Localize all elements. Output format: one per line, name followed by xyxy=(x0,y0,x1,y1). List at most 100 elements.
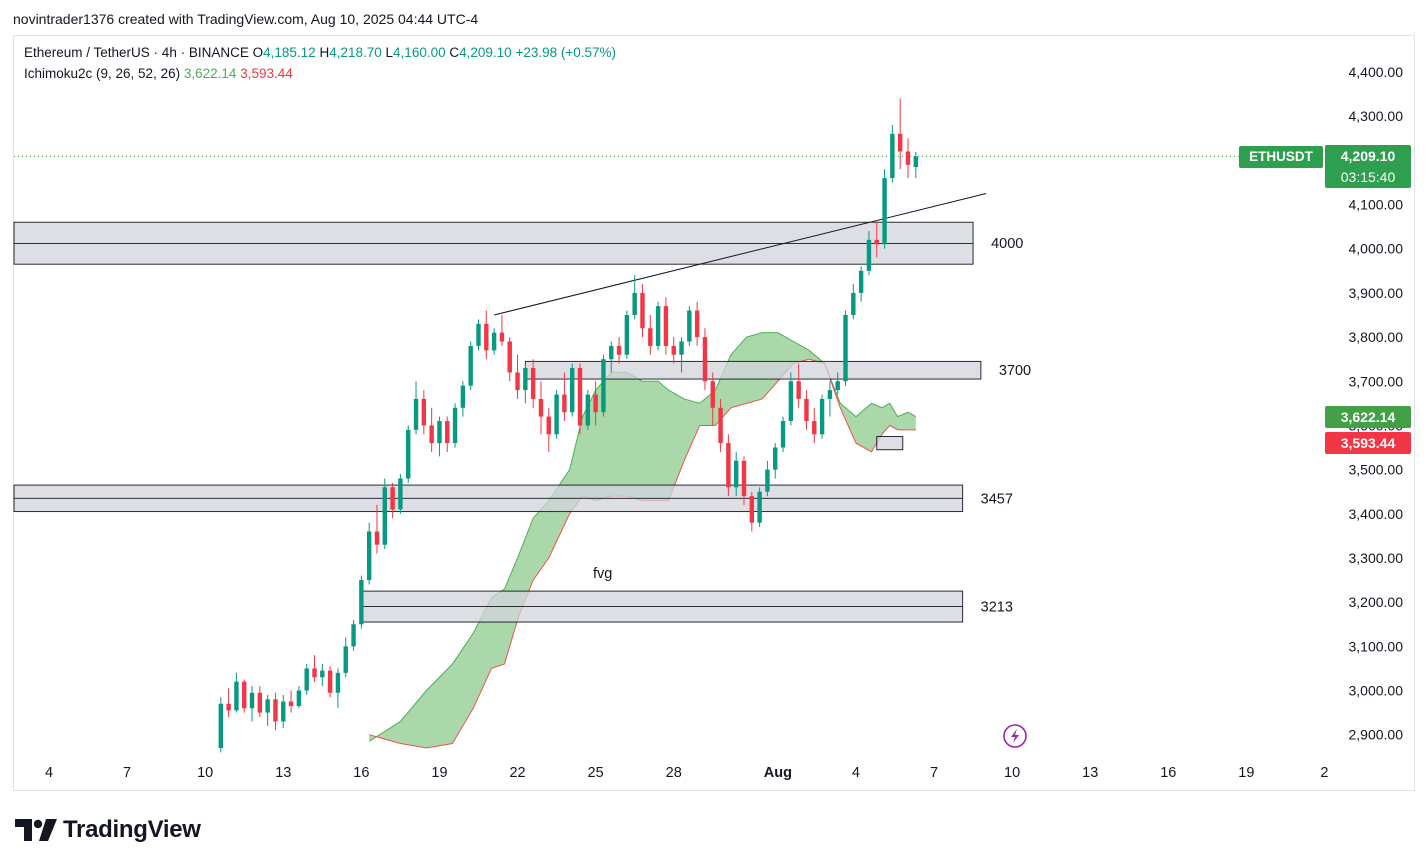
candle xyxy=(257,686,263,718)
candle xyxy=(499,314,505,346)
candle xyxy=(249,686,255,722)
candle xyxy=(718,398,723,452)
time-axis: 4 7 10 13 16 19 22 25 28 Aug 4 7 10 13 16 19 2 xyxy=(45,765,1329,781)
close-value: 4,209.10 xyxy=(459,45,512,60)
candle xyxy=(515,354,520,399)
candle xyxy=(671,337,676,364)
indicator-legend: Ichimoku2c (9, 26, 52, 26) 3,622.14 3,59… xyxy=(24,66,293,81)
candle xyxy=(749,491,755,532)
candle xyxy=(827,381,833,417)
candle xyxy=(897,98,903,170)
price-tick-label: 3,800.00 xyxy=(1349,329,1404,345)
time-tick-label: 16 xyxy=(1160,765,1176,781)
candle xyxy=(843,310,848,386)
candle xyxy=(523,363,528,404)
price-tick-label: 4,100.00 xyxy=(1349,197,1404,213)
candle xyxy=(765,460,770,497)
candle xyxy=(359,575,364,629)
zone-label: 3457 xyxy=(981,491,1013,507)
candle xyxy=(343,637,348,678)
candle xyxy=(905,138,911,179)
senkou-span-b-line xyxy=(369,358,916,749)
candle xyxy=(437,416,442,457)
candle xyxy=(406,425,411,483)
price-zones: 4000 3700 3457 3213 xyxy=(13,221,1031,623)
price-tick-label: 3,300.00 xyxy=(1349,550,1404,566)
price-tick-label: 3,900.00 xyxy=(1349,285,1404,301)
price-axis: 4,400.004,300.004,200.004,100.004,000.00… xyxy=(1349,64,1404,743)
candle xyxy=(546,407,551,452)
time-tick-label: 7 xyxy=(930,765,938,781)
candle xyxy=(366,522,372,585)
candles xyxy=(218,98,918,753)
low-label: L xyxy=(385,45,394,60)
zone-rect xyxy=(524,360,982,380)
candle xyxy=(234,672,239,713)
candle xyxy=(593,381,598,426)
tradingview-wordmark: TradingView xyxy=(63,816,201,843)
ichimoku-cloud xyxy=(368,332,917,749)
candle xyxy=(851,284,856,320)
symbol-title[interactable]: Ethereum / TetherUS · 4h · BINANCE xyxy=(24,45,249,60)
candle xyxy=(601,354,606,417)
symbol-price-tag: ETHUSDT xyxy=(1239,146,1323,168)
candle xyxy=(538,381,544,435)
candle xyxy=(530,359,536,408)
last-price-tag: 4,209.10 xyxy=(1325,145,1411,167)
candle xyxy=(640,284,645,338)
candle xyxy=(468,341,473,391)
candle xyxy=(710,372,715,426)
candle xyxy=(616,337,622,364)
candle xyxy=(335,668,341,709)
candle xyxy=(741,456,747,505)
indicator-title[interactable]: Ichimoku2c (9, 26, 52, 26) xyxy=(24,66,181,81)
candle xyxy=(874,222,879,258)
candle xyxy=(812,407,817,444)
candle xyxy=(819,394,825,439)
price-tick-label: 3,000.00 xyxy=(1349,683,1404,699)
candle xyxy=(866,231,872,276)
close-label: C xyxy=(449,45,460,60)
candle xyxy=(351,619,356,651)
candle xyxy=(858,266,864,302)
candle xyxy=(773,443,778,479)
price-tick-label: 4,300.00 xyxy=(1349,108,1404,124)
candle xyxy=(835,372,840,395)
time-tick-label: 19 xyxy=(431,765,447,781)
candle xyxy=(296,686,302,709)
lightning-icon[interactable] xyxy=(1003,724,1027,748)
time-tick-label: Aug xyxy=(764,765,792,781)
candle xyxy=(585,390,591,430)
zone-4000: 4000 xyxy=(13,221,1023,265)
candle xyxy=(312,655,317,682)
candle xyxy=(491,328,497,355)
tradingview-logo[interactable]: TradingView xyxy=(15,816,201,844)
candle xyxy=(570,363,575,417)
candle xyxy=(398,474,403,514)
candle xyxy=(655,301,661,351)
indicator-span-a: 3,622.14 xyxy=(183,66,237,81)
time-tick-label: 16 xyxy=(353,765,369,781)
high-value: 4,218.70 xyxy=(329,45,382,60)
zone-label: 3700 xyxy=(999,363,1031,379)
candle xyxy=(726,434,731,497)
price-tick-label: 3,400.00 xyxy=(1349,506,1404,522)
candle xyxy=(421,390,427,435)
drawing-lines: fvg xyxy=(14,155,1322,582)
candle xyxy=(733,451,739,497)
price-tick-label: 3,100.00 xyxy=(1349,638,1404,654)
zone-rect xyxy=(876,436,904,451)
time-tick-label: 19 xyxy=(1238,765,1254,781)
fvg-annotation: fvg xyxy=(593,566,612,582)
cloud-area xyxy=(369,332,916,748)
price-tick-label: 3,700.00 xyxy=(1349,373,1404,389)
zone-box-4 xyxy=(876,436,904,451)
candle xyxy=(882,169,887,249)
ohlc-legend: Ethereum / TetherUS · 4h · BINANCE O4,18… xyxy=(24,45,616,60)
time-tick-label: 4 xyxy=(852,765,860,781)
candle xyxy=(507,337,512,382)
senkou-span-a-line xyxy=(368,332,917,742)
candle xyxy=(694,301,700,346)
candle xyxy=(780,416,786,452)
